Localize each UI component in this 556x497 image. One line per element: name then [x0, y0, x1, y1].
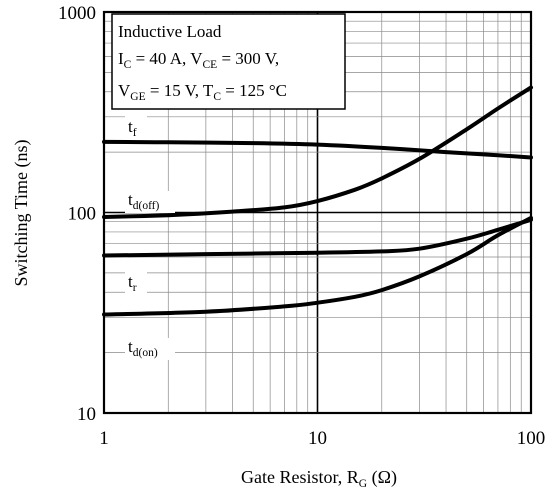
label-tf: tf [125, 116, 147, 139]
svg-text:tr: tr [128, 272, 137, 294]
y-tick-label: 100 [68, 204, 97, 225]
conditions-box: Inductive Load IC = 40 A, VCE = 300 V, V… [111, 13, 346, 110]
label-tr: tr [125, 272, 147, 294]
x-tick-labels: 1 10 100 [99, 428, 545, 449]
y-tick-label: 1000 [58, 3, 96, 24]
svg-text:tf: tf [128, 117, 137, 139]
label-td-on: td(on) [125, 337, 175, 360]
conditions-line-3: VGE = 15 V, TC = 125 °C [118, 81, 287, 103]
curve-td-on [102, 215, 533, 317]
x-tick-label: 10 [308, 428, 327, 449]
conditions-line-2: IC = 40 A, VCE = 300 V, [118, 49, 279, 71]
svg-text:td(on): td(on) [128, 337, 158, 359]
conditions-line-1: Inductive Load [118, 22, 222, 41]
label-td-off: td(off) [125, 190, 175, 213]
curve-td-off [102, 85, 533, 219]
x-axis-label: Gate Resistor, RG (Ω) [241, 467, 397, 490]
curve-tr [102, 217, 533, 258]
x-tick-label: 1 [99, 428, 109, 449]
x-tick-label: 100 [517, 428, 546, 449]
y-tick-labels: 10 100 1000 [58, 3, 96, 425]
svg-text:td(off): td(off) [128, 190, 160, 212]
series-labels: tf td(off) tr td(on) [125, 116, 175, 360]
plot-frame [102, 10, 533, 415]
curve-tf [102, 139, 533, 160]
series-curves [102, 85, 533, 317]
y-axis-label: Switching Time (ns) [11, 139, 32, 286]
y-tick-label: 10 [77, 404, 96, 425]
